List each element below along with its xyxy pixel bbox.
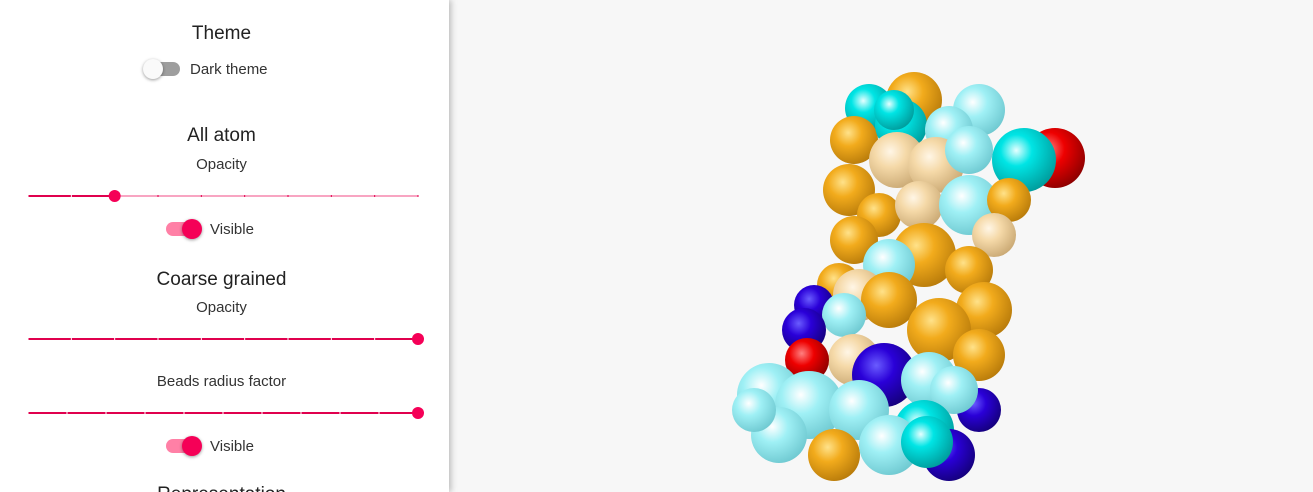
- slider[interactable]: [20, 329, 430, 349]
- section-title: Representation: [0, 484, 443, 492]
- atom: [874, 90, 914, 130]
- molecule-viewer[interactable]: [449, 0, 1313, 492]
- toggle-knob: [143, 59, 163, 79]
- atom: [830, 116, 878, 164]
- toggle-label: Dark theme: [190, 60, 268, 78]
- atom: [785, 338, 829, 382]
- atom: [861, 272, 917, 328]
- atom: [895, 181, 943, 229]
- toggle-track: [166, 436, 202, 456]
- atom: [992, 128, 1056, 192]
- slider-label: Opacity: [196, 299, 247, 316]
- atom: [953, 329, 1005, 381]
- toggle-track: [166, 219, 202, 239]
- toggle-knob: [182, 436, 202, 456]
- molecule: [732, 72, 1085, 481]
- toggle-label: Visible: [210, 437, 254, 455]
- slider-thumb: [108, 190, 121, 202]
- toggle-track: [143, 59, 180, 79]
- section-title: Coarse grained: [156, 269, 287, 290]
- toggle[interactable]: Visible: [166, 217, 254, 241]
- atom: [732, 388, 776, 432]
- settings-panel: Theme Dark theme All atom Opacity Visibl…: [0, 0, 449, 492]
- slider[interactable]: [20, 186, 430, 206]
- slider-label: Beads radius factor: [156, 373, 287, 390]
- section-title: All atom: [187, 125, 256, 146]
- toggle[interactable]: Visible: [166, 434, 254, 458]
- atom: [830, 216, 878, 264]
- atom: [822, 293, 866, 337]
- toggle[interactable]: Dark theme: [143, 57, 268, 81]
- slider-thumb: [412, 333, 424, 345]
- atom: [930, 366, 978, 414]
- atom: [901, 416, 953, 468]
- atom: [987, 178, 1031, 222]
- slider[interactable]: [20, 403, 430, 423]
- atom: [945, 246, 993, 294]
- atom: [972, 213, 1016, 257]
- atom: [808, 429, 860, 481]
- atom: [945, 126, 993, 174]
- toggle-knob: [182, 219, 202, 239]
- slider-label: Opacity: [196, 156, 247, 173]
- slider-thumb: [412, 407, 424, 419]
- toggle-label: Visible: [210, 220, 254, 238]
- section-title: Theme: [191, 23, 252, 44]
